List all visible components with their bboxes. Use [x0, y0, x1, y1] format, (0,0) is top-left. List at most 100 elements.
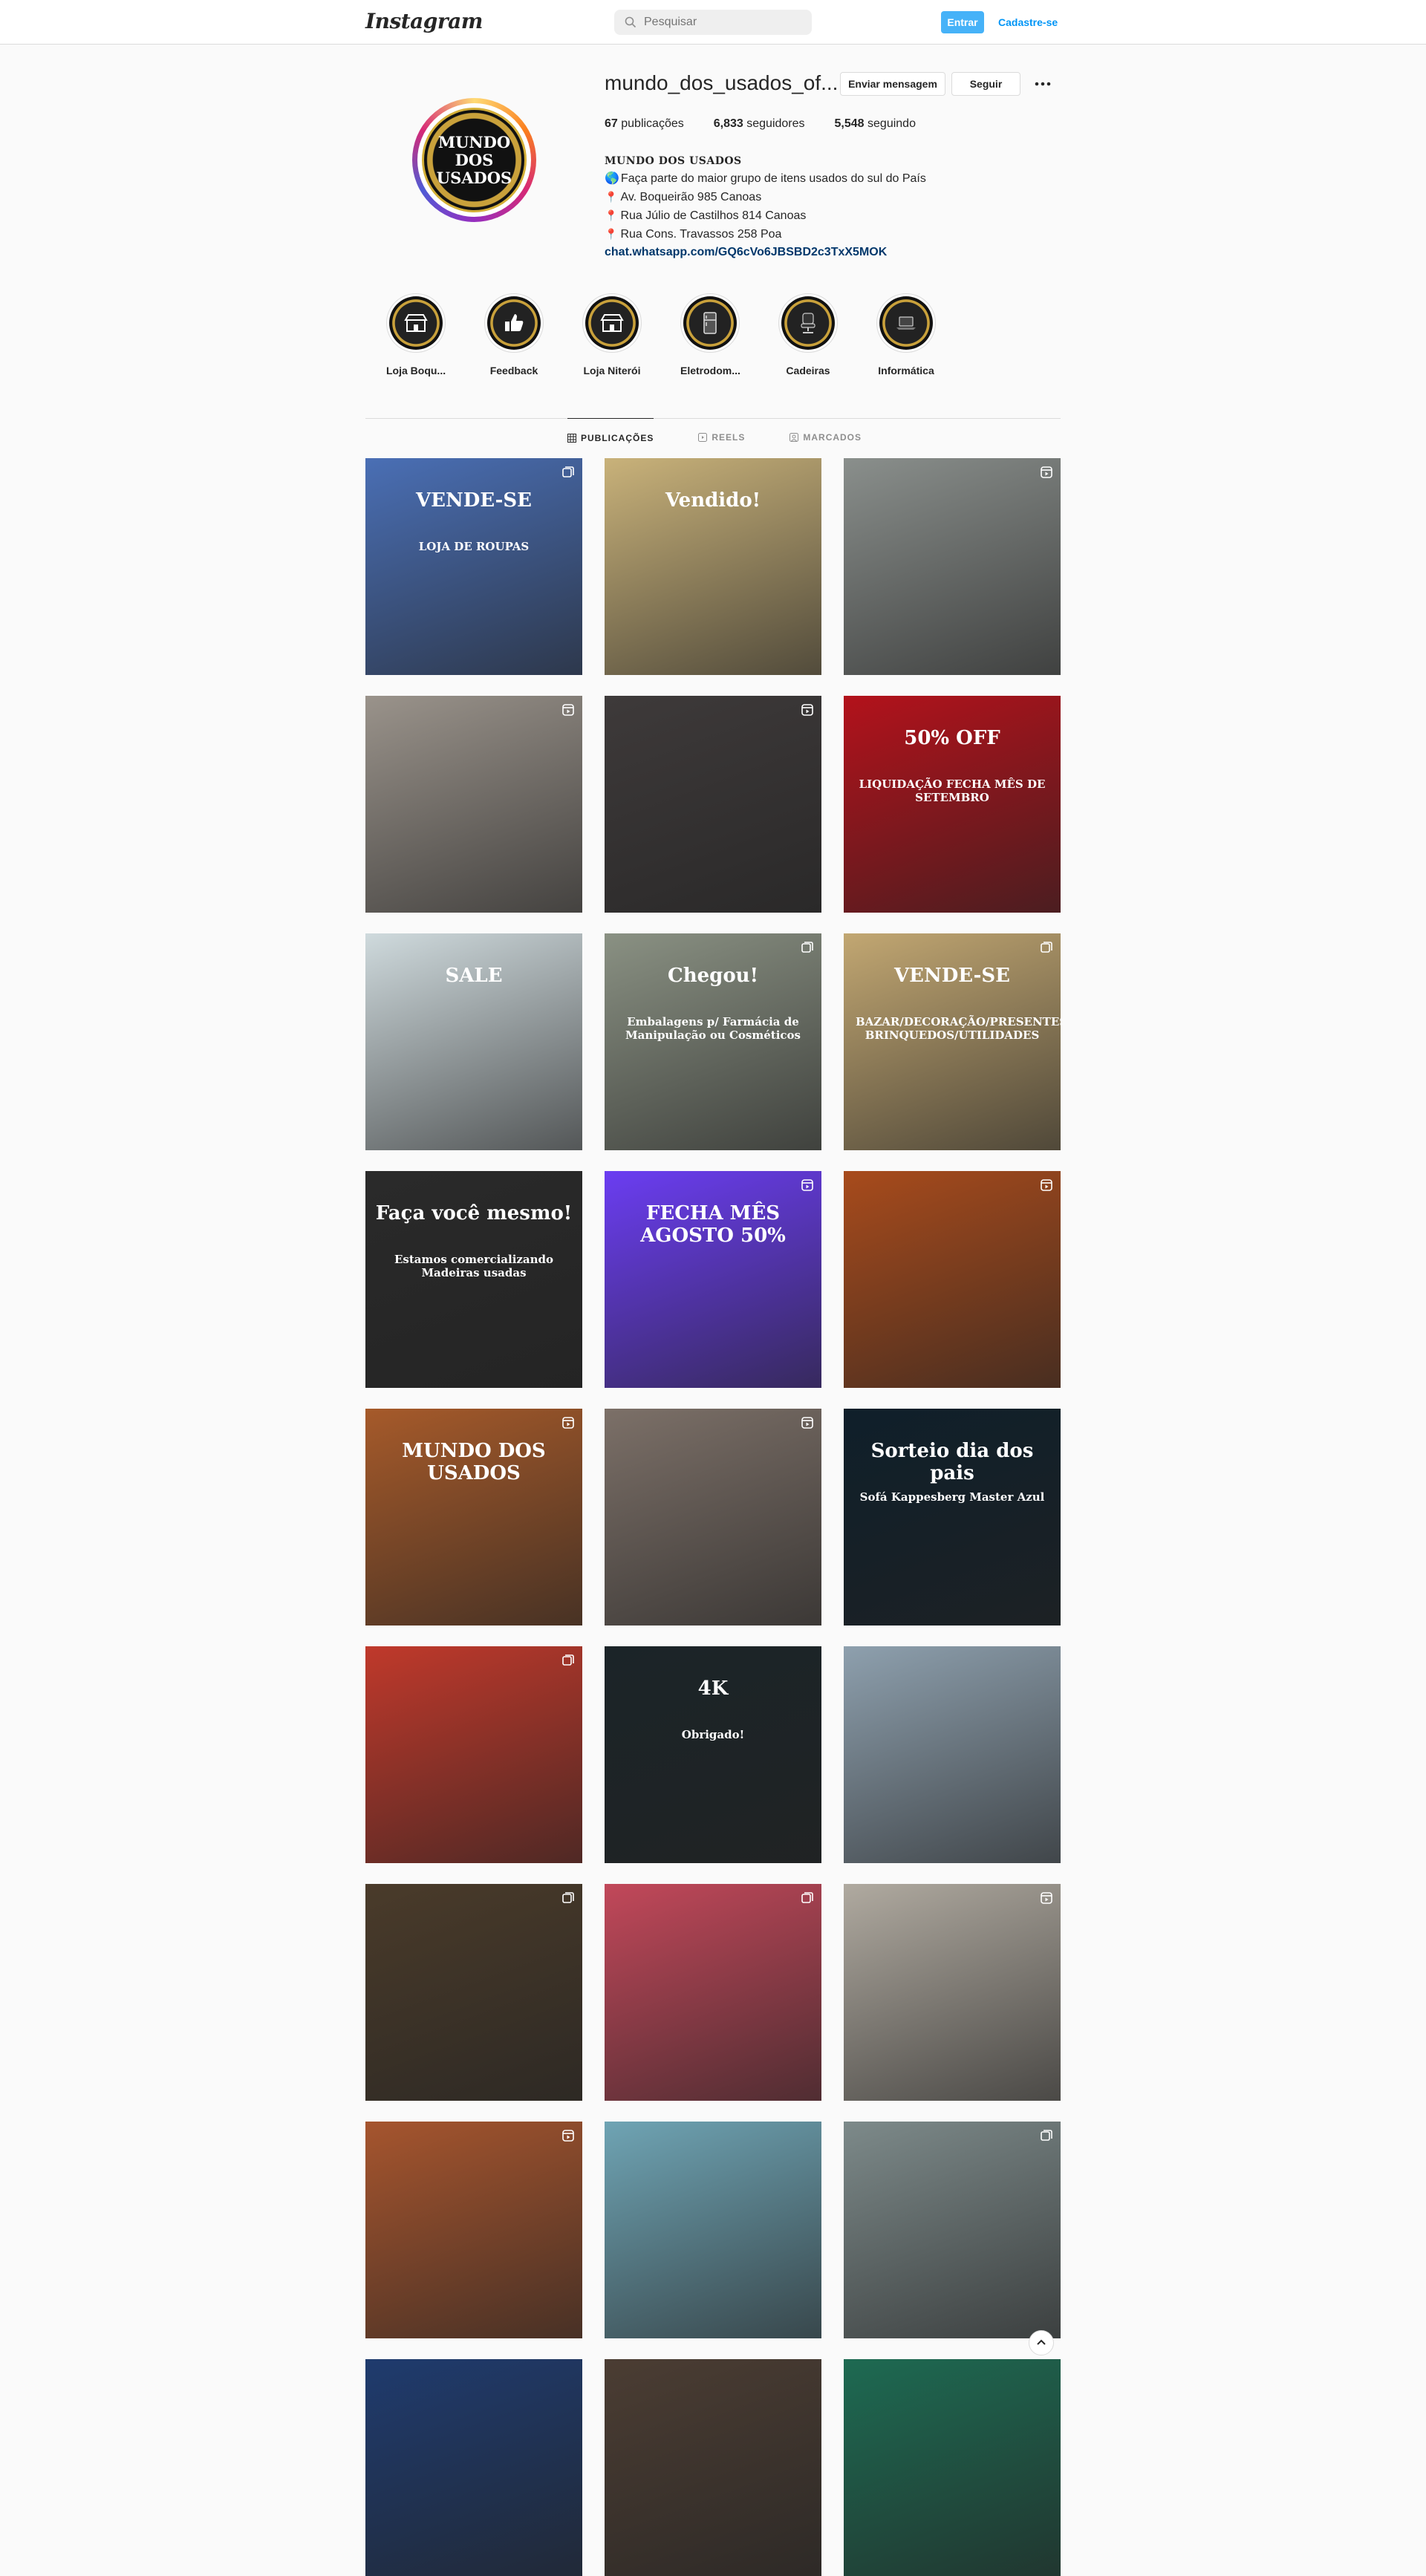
highlight-feedback[interactable]: Feedback [484, 293, 544, 376]
post-caption: VENDE-SE [416, 489, 532, 512]
post-tile[interactable]: 50% OFF LIQUIDAÇÃO FECHA MÊS DE SETEMBRO [844, 696, 1061, 913]
carousel-icon [801, 942, 813, 953]
story-highlights: Loja Boqu... Feedback Loja Niterói Eletr… [386, 293, 936, 376]
tabs-divider [365, 418, 1061, 419]
highlight-informatica[interactable]: Informática [876, 293, 936, 376]
post-subcaption: LOJA DE ROUPAS [418, 540, 530, 553]
reel-icon [1041, 1179, 1052, 1191]
post-subcaption: BAZAR/DECORAÇÃO/PRESENTES/ BRINQUEDOS/UT… [856, 1015, 1061, 1042]
post-tile[interactable] [844, 1884, 1061, 2101]
carousel-icon [562, 1892, 574, 1903]
profile-avatar[interactable]: MUNDO DOS USADOS [412, 98, 536, 222]
post-tile[interactable] [844, 2122, 1061, 2338]
carousel-icon [562, 466, 574, 477]
post-tile[interactable] [605, 696, 821, 913]
search-box[interactable] [614, 10, 812, 35]
signup-link[interactable]: Cadastre-se [998, 16, 1058, 28]
post-subcaption: Embalagens p/ Farmácia de Manipulação ou… [625, 1015, 801, 1042]
bio-address: Rua Júlio de Castilhos 814 Canoas [620, 209, 807, 222]
bio-name: MUNDO DOS USADOS [605, 155, 742, 167]
follow-button[interactable]: Seguir [951, 72, 1020, 96]
fridge-icon [703, 312, 717, 334]
post-tile[interactable] [605, 1409, 821, 1626]
post-tile[interactable]: SALE [365, 933, 582, 1150]
post-tile[interactable] [365, 1884, 582, 2101]
reel-icon [801, 704, 813, 716]
post-caption: Chegou! [668, 965, 758, 987]
post-tile[interactable] [844, 2359, 1061, 2576]
post-caption: Sorteio dia dos pais [870, 1440, 1034, 1484]
highlight-loja-niteroi[interactable]: Loja Niterói [582, 293, 642, 376]
login-button[interactable]: Entrar [941, 11, 984, 33]
search-icon [625, 16, 637, 28]
post-tile[interactable]: MUNDO DOS USADOS [365, 1409, 582, 1626]
post-caption: FECHA MÊS AGOSTO 50% [640, 1202, 786, 1247]
followers-count[interactable]: 6,833 seguidores [713, 117, 805, 130]
more-options-icon[interactable] [1032, 75, 1053, 93]
highlight-label: Loja Boqu... [386, 365, 446, 376]
search-input[interactable] [644, 10, 804, 35]
tab-reels[interactable]: REELS [698, 418, 745, 457]
post-caption: SALE [445, 965, 503, 987]
bio-whatsapp-link[interactable]: chat.whatsapp.com/GQ6cVo6JBSBD2c3TxX5MOK [605, 246, 888, 258]
reel-icon [562, 1417, 574, 1429]
post-tile[interactable] [365, 2122, 582, 2338]
post-tile[interactable] [844, 1646, 1061, 1863]
scroll-to-top-button[interactable] [1029, 2330, 1054, 2355]
post-tile[interactable] [844, 1171, 1061, 1388]
tab-label: REELS [712, 432, 746, 443]
highlight-loja-boqueirao[interactable]: Loja Boqu... [386, 293, 446, 376]
post-tile[interactable] [605, 2359, 821, 2576]
instagram-logo[interactable]: Instagram [365, 9, 483, 33]
avatar-text-line: MUNDO [437, 132, 511, 151]
post-caption: 50% OFF [904, 727, 1000, 749]
tab-publicacoes[interactable]: PUBLICAÇÕES [567, 418, 654, 457]
post-tile[interactable]: 4K Obrigado! [605, 1646, 821, 1863]
post-tile[interactable]: FECHA MÊS AGOSTO 50% [605, 1171, 821, 1388]
highlight-label: Feedback [489, 365, 538, 376]
map-pin-icon: 📍 [605, 209, 618, 221]
map-pin-icon: 📍 [605, 228, 618, 240]
post-tile[interactable]: Chegou! Embalagens p/ Farmácia de Manipul… [605, 933, 821, 1150]
post-tile[interactable]: Faça você mesmo! Estamos comercializando … [365, 1171, 582, 1388]
highlight-cadeiras[interactable]: Cadeiras [778, 293, 838, 376]
posts-grid: VENDE-SE LOJA DE ROUPAS Vendido! 50% OFF LIQ… [365, 458, 1061, 2576]
chair-icon [801, 313, 815, 333]
post-tile[interactable] [605, 1884, 821, 2101]
post-caption: Vendido! [665, 489, 761, 512]
profile-bio: MUNDO DOS USADOS 🌎 Faça parte do maior gr… [605, 152, 926, 261]
following-count[interactable]: 5,548 seguindo [834, 117, 916, 130]
send-message-button[interactable]: Enviar mensagem [840, 72, 945, 96]
post-tile[interactable]: Sorteio dia dos pais Sofá Kappesberg Mast… [844, 1409, 1061, 1626]
chevron-up-icon [1037, 2339, 1046, 2345]
post-caption: VENDE-SE [894, 965, 1010, 987]
carousel-icon [562, 1654, 574, 1666]
tab-label: MARCADOS [803, 432, 862, 443]
reel-icon [801, 1417, 813, 1429]
post-tile[interactable]: VENDE-SE BAZAR/DECORAÇÃO/PRESENTES/ BRINQ… [844, 933, 1061, 1150]
post-tile[interactable]: VENDE-SE LOJA DE ROUPAS [365, 458, 582, 675]
tagged-icon [789, 433, 799, 442]
avatar-text-line: DOS [455, 150, 494, 169]
post-tile[interactable] [365, 2359, 582, 2576]
reels-icon [698, 433, 708, 442]
highlight-label: Loja Niterói [583, 365, 641, 376]
tab-marcados[interactable]: MARCADOS [789, 418, 862, 457]
post-tile[interactable] [365, 696, 582, 913]
post-subcaption: Sofá Kappesberg Master Azul [859, 1490, 1045, 1504]
carousel-icon [1041, 2130, 1052, 2141]
posts-count: 67 publicações [605, 117, 684, 130]
reel-icon [1041, 1892, 1052, 1904]
post-tile[interactable]: Vendido! [605, 458, 821, 675]
top-navigation-bar: Instagram Entrar Cadastre-se [0, 0, 1426, 45]
tab-label: PUBLICAÇÕES [581, 432, 654, 443]
reel-icon [562, 2130, 574, 2142]
post-tile[interactable] [605, 2122, 821, 2338]
profile-username: mundo_dos_usados_of... [605, 71, 839, 94]
post-tile[interactable] [365, 1646, 582, 1863]
map-pin-icon: 📍 [605, 191, 618, 203]
post-tile[interactable] [844, 458, 1061, 675]
reel-icon [562, 704, 574, 716]
highlight-eletrodomesticos[interactable]: Eletrodom... [680, 293, 740, 376]
grid-icon [567, 433, 576, 443]
